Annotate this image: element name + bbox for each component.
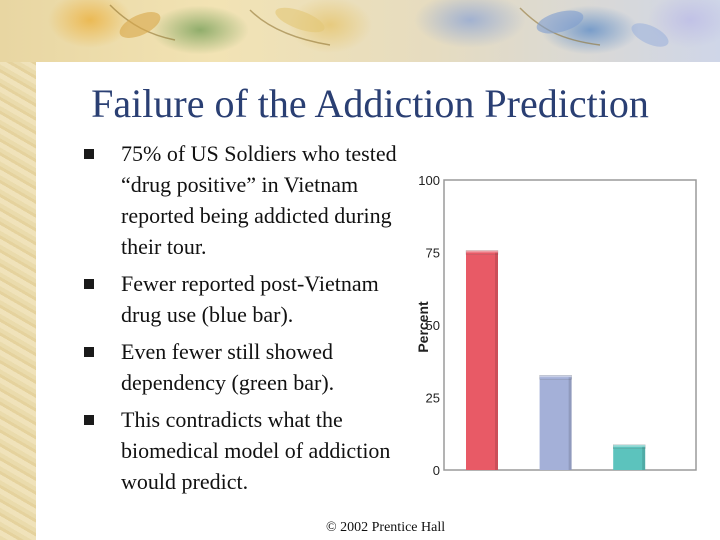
floral-banner-icon	[109, 4, 669, 47]
bar-top-edge	[539, 375, 572, 380]
y-tick-label: 25	[426, 391, 440, 406]
bar-shade	[495, 252, 498, 470]
bullet-item: Fewer reported post-Vietnam drug use (bl…	[84, 268, 404, 330]
bullet-item: 75% of US Soldiers who tested “drug posi…	[84, 138, 404, 262]
bullet-text: This contradicts what the biomedical mod…	[121, 407, 391, 494]
y-tick-label: 100	[418, 173, 440, 188]
square-bullet-icon	[84, 415, 94, 425]
bullet-list: 75% of US Soldiers who tested “drug posi…	[84, 138, 404, 503]
bullet-item: Even fewer still showed dependency (gree…	[84, 336, 404, 398]
bar	[465, 250, 499, 470]
left-texture-strip	[0, 0, 36, 540]
y-axis-label: Percent	[415, 301, 431, 353]
bar-shade	[568, 377, 572, 470]
bar	[539, 375, 572, 470]
bar-shade	[642, 446, 646, 470]
bar-body	[466, 252, 498, 470]
square-bullet-icon	[84, 279, 94, 289]
y-tick-label: 0	[433, 463, 440, 478]
square-bullet-icon	[84, 347, 94, 357]
bar-body	[613, 446, 646, 470]
bullet-text: Fewer reported post-Vietnam drug use (bl…	[121, 271, 379, 327]
slide-title: Failure of the Addiction Prediction	[91, 81, 649, 126]
bullet-item: This contradicts what the biomedical mod…	[84, 404, 404, 497]
bar	[613, 444, 646, 470]
bar-top-edge	[465, 250, 499, 255]
bullet-text: Even fewer still showed dependency (gree…	[121, 339, 335, 395]
bar-chart: Percent 0 25 50 75 100	[415, 173, 697, 478]
decorative-banner	[0, 0, 720, 62]
bar-top-edge	[613, 444, 646, 449]
y-tick-label: 75	[426, 246, 440, 261]
slide-panel	[36, 62, 720, 540]
y-tick-label: 50	[426, 318, 440, 333]
square-bullet-icon	[84, 149, 94, 159]
bar-body	[539, 377, 572, 470]
bullet-text: 75% of US Soldiers who tested “drug posi…	[121, 141, 397, 259]
copyright-footer: © 2002 Prentice Hall	[326, 520, 446, 535]
